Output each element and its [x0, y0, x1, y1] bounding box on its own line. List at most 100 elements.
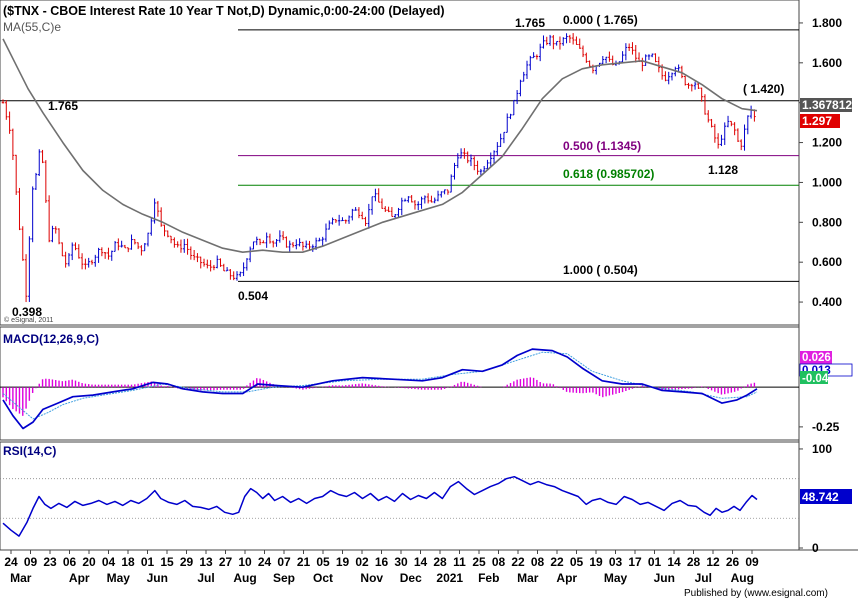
price-y-tick-label: 0.800 [812, 215, 842, 229]
x-month-label: Apr [69, 571, 90, 585]
x-day-label: 03 [609, 555, 623, 569]
price-y-tick-label: 0.600 [812, 255, 842, 269]
x-day-label: 19 [589, 555, 603, 569]
macd-tag-hist-bg [800, 351, 832, 364]
x-day-label: 22 [550, 555, 564, 569]
price-tag-ma-bg [800, 98, 852, 112]
x-month-label: 2021 [436, 571, 463, 585]
x-month-label: Sep [273, 571, 295, 585]
ma-55-line [2, 38, 758, 253]
macd-tag-signal-bg [800, 371, 828, 384]
x-day-label: 05 [570, 555, 584, 569]
x-month-label: May [107, 571, 131, 585]
rsi-y-tick-label: 0 [812, 541, 819, 555]
x-day-label: 09 [24, 555, 38, 569]
label-peak-1-765: 1.765 [515, 16, 545, 30]
rsi-line [2, 475, 758, 537]
x-day-label: 24 [258, 555, 272, 569]
price-layer [0, 29, 799, 303]
macd-title: MACD(12,26,9,C) [3, 332, 99, 346]
x-month-label: Mar [517, 571, 539, 585]
x-day-label: 11 [453, 555, 466, 569]
x-day-label: 14 [667, 555, 681, 569]
x-day-label: 02 [355, 555, 369, 569]
price-y-tick-label: 1.000 [812, 175, 842, 189]
x-day-label: 28 [687, 555, 701, 569]
x-month-label: Jul [695, 571, 712, 585]
x-month-label: May [604, 571, 628, 585]
x-month-label: Aug [731, 571, 754, 585]
rsi-title: RSI(14,C) [3, 444, 56, 458]
chart-title: ($TNX - CBOE Interest Rate 10 Year T Not… [3, 4, 445, 18]
x-day-label: 08 [531, 555, 545, 569]
price-y-tick-label: 1.200 [812, 136, 842, 150]
x-day-label: 29 [180, 555, 194, 569]
fib-618-label: 0.618 (0.985702) [563, 167, 654, 181]
x-day-label: 24 [4, 555, 18, 569]
x-day-label: 18 [121, 555, 135, 569]
macd-y-tick-label: -0.25 [812, 420, 840, 434]
price-y-tick-label: 1.600 [812, 56, 842, 70]
x-day-label: 10 [238, 555, 252, 569]
label-1-420: ( 1.420) [743, 82, 784, 96]
x-day-label: 19 [336, 555, 350, 569]
macd-signal-line [2, 351, 758, 420]
fib-1000-label: 1.000 ( 0.504) [563, 263, 638, 277]
ma-indicator-label: MA(55,C)e [3, 20, 61, 34]
x-day-label: 08 [492, 555, 506, 569]
rsi-tag: 48.742 [802, 490, 839, 504]
x-day-label: 01 [648, 555, 662, 569]
x-day-label: 05 [316, 555, 330, 569]
x-day-label: 14 [414, 555, 428, 569]
macd-tag-signal: -0.04 [802, 373, 829, 385]
price-tag-last-bg [800, 114, 840, 128]
x-day-label: 07 [277, 555, 291, 569]
x-month-label: Aug [233, 571, 256, 585]
x-month-label: Oct [313, 571, 333, 585]
macd-layer [0, 348, 799, 430]
x-month-label: Jun [654, 571, 675, 585]
x-day-label: 04 [102, 555, 116, 569]
label-low-0-504: 0.504 [238, 289, 268, 303]
rsi-layer [0, 475, 799, 537]
price-tag-last: 1.297 [802, 114, 832, 128]
macd-tag-hist: 0.026 [802, 352, 831, 364]
x-month-label: Jun [147, 571, 168, 585]
fib-500-label: 0.500 (1.1345) [563, 139, 641, 153]
x-day-label: 21 [297, 555, 311, 569]
x-day-label: 13 [199, 555, 213, 569]
x-day-label: 23 [43, 555, 57, 569]
x-day-label: 06 [63, 555, 77, 569]
label-low-0-398: 0.398 [12, 305, 42, 319]
fib-0-label: 0.000 ( 1.765) [563, 13, 638, 27]
x-day-label: 22 [511, 555, 525, 569]
label-1-266: 1.765 [48, 99, 78, 113]
x-day-label: 12 [706, 555, 720, 569]
watermark: © eSignal, 2011 [4, 316, 54, 324]
x-month-label: Apr [556, 571, 577, 585]
macd-line [2, 348, 758, 430]
x-month-label: Jul [197, 571, 214, 585]
x-day-label: 09 [745, 555, 759, 569]
x-day-label: 30 [394, 555, 408, 569]
label-trough-1-128: 1.128 [708, 163, 738, 177]
rsi-tag-bg [800, 489, 852, 504]
x-day-label: 17 [628, 555, 642, 569]
x-day-label: 27 [219, 555, 233, 569]
x-month-label: Mar [10, 571, 32, 585]
x-day-label: 16 [375, 555, 389, 569]
price-tag-ma: 1.367812 [802, 98, 852, 112]
x-day-label: 28 [433, 555, 447, 569]
x-month-label: Dec [400, 571, 422, 585]
axis-layer: 1.8001.6001.4001.2001.0000.8000.6000.400… [4, 16, 842, 585]
x-day-label: 20 [82, 555, 96, 569]
x-day-label: 26 [726, 555, 740, 569]
footer-credit: Published by (www.esignal.com) [684, 588, 828, 599]
x-month-label: Feb [478, 571, 499, 585]
rsi-y-tick-label: 100 [812, 442, 832, 456]
x-day-label: 25 [472, 555, 486, 569]
price-y-tick-label: 0.400 [812, 295, 842, 309]
x-day-label: 01 [141, 555, 155, 569]
